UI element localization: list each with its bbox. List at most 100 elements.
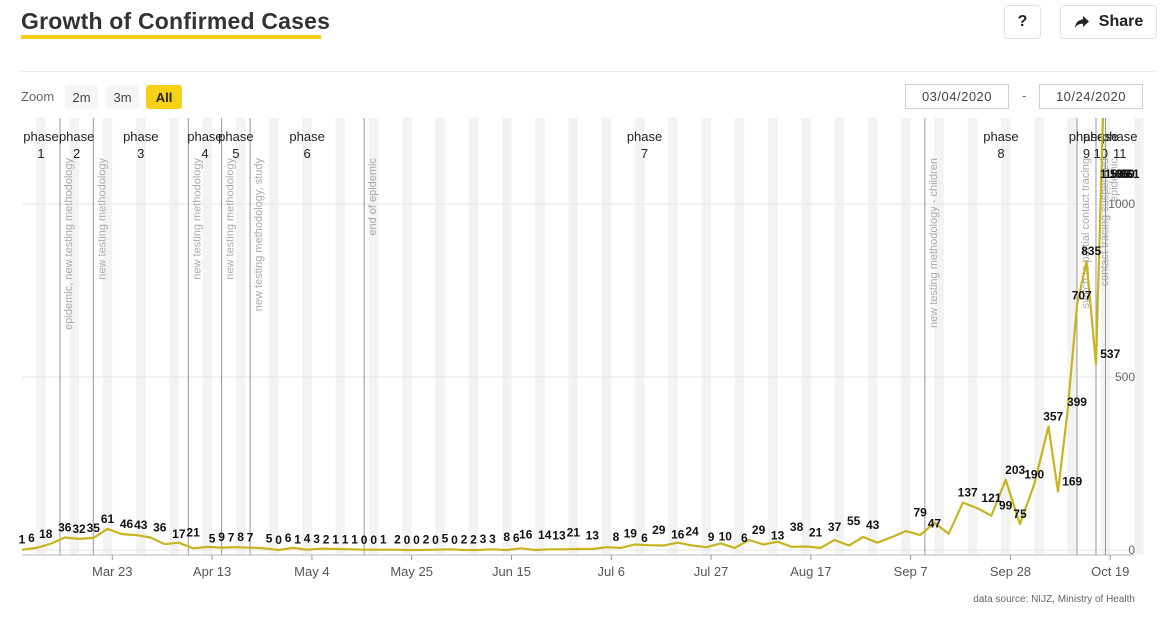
weekend-band bbox=[169, 118, 179, 555]
phase-number: 7 bbox=[641, 146, 648, 161]
data-label: 0 bbox=[370, 533, 377, 547]
data-label: 6 bbox=[641, 531, 648, 545]
weekend-band bbox=[535, 118, 545, 555]
data-label: 0 bbox=[413, 533, 420, 547]
share-label: Share bbox=[1098, 13, 1144, 30]
weekend-band bbox=[335, 118, 346, 555]
data-label: 537 bbox=[1100, 347, 1120, 361]
share-button[interactable]: Share bbox=[1060, 5, 1157, 39]
data-label: 121 bbox=[981, 491, 1001, 505]
weekend-band bbox=[568, 118, 578, 555]
weekend-band bbox=[468, 118, 479, 555]
phase-label: phase bbox=[1102, 129, 1137, 144]
cases-line bbox=[21, 118, 1105, 552]
weekend-band bbox=[136, 118, 146, 555]
data-label: 14 bbox=[538, 528, 552, 542]
data-label: 2 bbox=[423, 532, 430, 546]
weekend-band bbox=[302, 118, 312, 555]
data-label: 47 bbox=[928, 517, 942, 531]
weekend-band bbox=[867, 118, 878, 555]
x-tick-label: Oct 19 bbox=[1091, 564, 1129, 579]
weekend-band bbox=[1034, 118, 1044, 555]
x-tick-label: Jun 15 bbox=[492, 564, 531, 579]
weekend-band bbox=[1134, 118, 1144, 555]
data-label: 8 bbox=[613, 530, 620, 544]
phase-number: 6 bbox=[304, 146, 311, 161]
y-axis: 050010001500 bbox=[1108, 197, 1135, 557]
zoom-2m-button[interactable]: 2m bbox=[65, 85, 98, 109]
data-label: 3 bbox=[313, 532, 320, 546]
data-label: 6 bbox=[285, 531, 292, 545]
event-label: new testing methodology bbox=[191, 158, 203, 280]
zoom-label: Zoom bbox=[21, 89, 55, 104]
weekend-band bbox=[768, 118, 778, 555]
data-label: 18 bbox=[39, 527, 53, 541]
data-label: 24 bbox=[685, 525, 699, 539]
x-tick-label: Sep 28 bbox=[990, 564, 1031, 579]
data-label: 75 bbox=[1013, 507, 1027, 521]
help-button[interactable]: ? bbox=[1004, 5, 1041, 39]
x-tick-label: Mar 23 bbox=[92, 564, 132, 579]
data-label: 2 bbox=[394, 532, 401, 546]
x-tick-label: May 25 bbox=[390, 564, 433, 579]
data-label: 99 bbox=[999, 499, 1013, 513]
data-label: 43 bbox=[866, 518, 880, 532]
data-label: 2 bbox=[461, 532, 468, 546]
phase-number: 10 bbox=[1094, 146, 1108, 161]
data-label: 21 bbox=[809, 526, 823, 540]
x-tick-label: Jul 27 bbox=[694, 564, 729, 579]
x-tick-label: Sep 7 bbox=[894, 564, 928, 579]
share-icon bbox=[1074, 16, 1089, 28]
weekend-bands bbox=[36, 118, 1144, 555]
header-divider bbox=[21, 71, 1157, 72]
data-label: 79 bbox=[913, 506, 927, 520]
data-source: data source: NIJZ, Ministry of Health bbox=[973, 594, 1135, 605]
data-label: 203 bbox=[1005, 463, 1025, 477]
weekend-band bbox=[235, 118, 246, 555]
event-markers: epidemic, new testing methodology new tes… bbox=[59, 118, 1120, 555]
weekend-band bbox=[368, 118, 379, 555]
data-label: 707 bbox=[1072, 288, 1092, 302]
event-label: end of epidemic bbox=[367, 158, 379, 236]
data-label: 16 bbox=[519, 528, 533, 542]
data-label: 37 bbox=[828, 520, 842, 534]
phase-number: 2 bbox=[73, 146, 80, 161]
phase-label: phase bbox=[983, 129, 1018, 144]
event-label: switch to partial contact tracing bbox=[1080, 158, 1092, 308]
weekend-band bbox=[502, 118, 512, 555]
event-label: new testing methodology bbox=[96, 158, 108, 280]
data-label: 8 bbox=[503, 530, 510, 544]
data-label: 36 bbox=[153, 521, 167, 535]
data-label: 46 bbox=[120, 517, 134, 531]
zoom-3m-button[interactable]: 3m bbox=[106, 85, 139, 109]
phase-label: phase bbox=[1083, 129, 1118, 144]
cases-chart: epidemic, new testing methodology new tes… bbox=[19, 118, 1144, 579]
data-label: 2 bbox=[470, 532, 477, 546]
data-label: 43 bbox=[134, 518, 148, 532]
data-label: 169 bbox=[1062, 475, 1082, 489]
data-label: 6 bbox=[513, 531, 520, 545]
zoom-all-button[interactable]: All bbox=[146, 85, 182, 109]
weekend-band bbox=[734, 118, 745, 555]
weekend-band bbox=[402, 118, 412, 555]
data-label: 8 bbox=[237, 530, 244, 544]
data-label: 6 bbox=[28, 531, 35, 545]
data-label: 17 bbox=[172, 527, 186, 541]
weekend-band bbox=[834, 118, 845, 555]
date-from-input[interactable]: 03/04/2020 bbox=[905, 84, 1009, 109]
y-tick-label: 1000 bbox=[1108, 197, 1135, 211]
y-tick-label: 0 bbox=[1128, 543, 1135, 557]
weekend-band bbox=[601, 118, 612, 555]
data-label: 13 bbox=[552, 529, 566, 543]
data-label: 4 bbox=[304, 532, 311, 546]
phase-number: 11 bbox=[1113, 146, 1127, 161]
data-label: 3 bbox=[489, 532, 496, 546]
data-label: 7 bbox=[228, 531, 235, 545]
help-label: ? bbox=[1017, 13, 1028, 30]
data-label: 32 bbox=[72, 522, 86, 536]
date-to-input[interactable]: 10/24/2020 bbox=[1039, 84, 1143, 109]
data-label: 5 bbox=[266, 531, 273, 545]
weekend-band bbox=[1000, 118, 1011, 555]
weekend-band bbox=[1067, 118, 1077, 555]
data-label: 1 bbox=[332, 533, 339, 547]
